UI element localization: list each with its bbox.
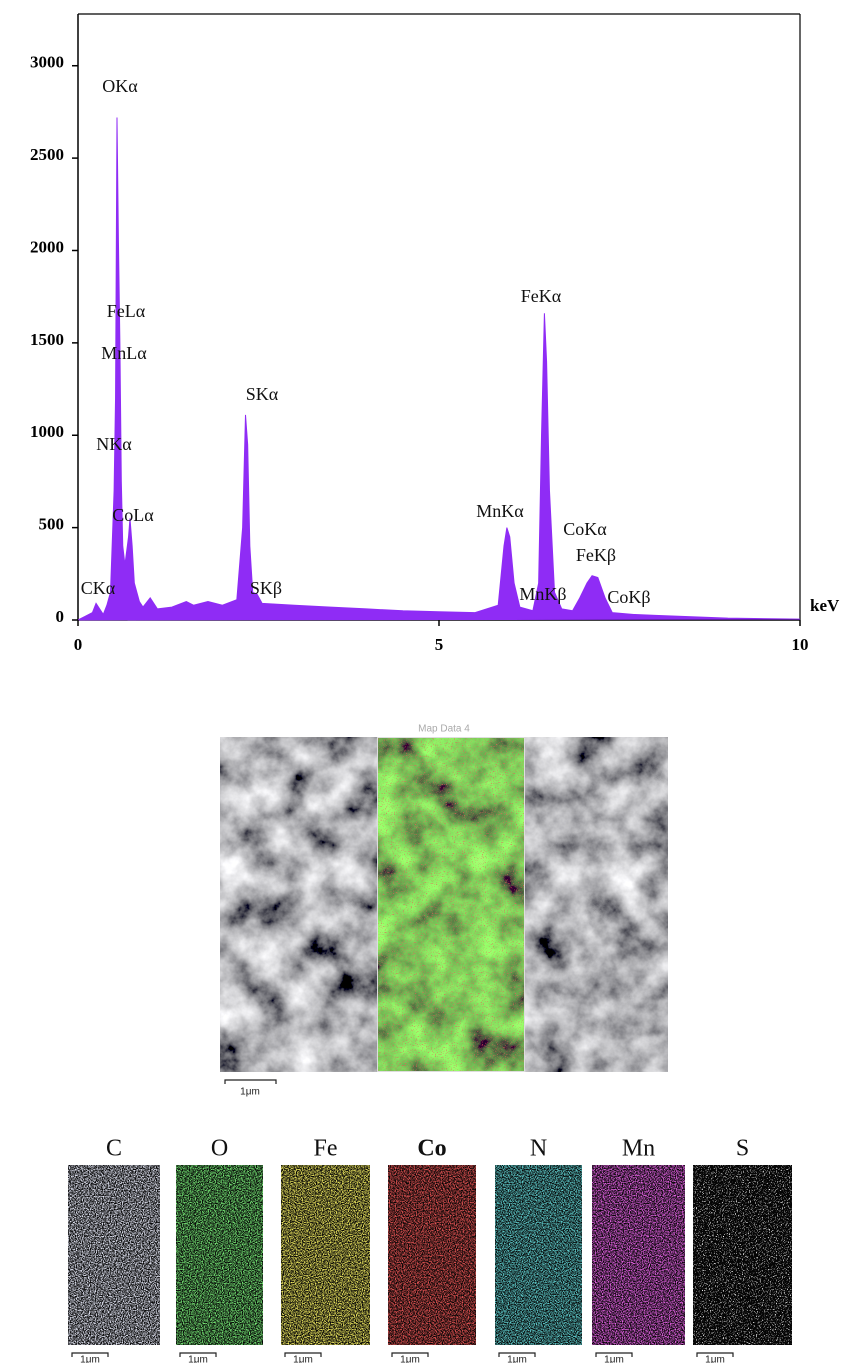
element-map-signal xyxy=(693,1165,792,1345)
element-label: Co xyxy=(417,1136,446,1162)
element-label: Fe xyxy=(314,1136,338,1162)
element-label: C xyxy=(106,1136,122,1162)
element-label: N xyxy=(530,1136,547,1162)
scale-bar xyxy=(71,1352,109,1357)
scale-label: 1μm xyxy=(80,1355,100,1363)
peak-label: FeKβ xyxy=(576,545,616,565)
map-title: Map Data 4 xyxy=(418,724,470,735)
peak-label: MnLα xyxy=(101,343,147,363)
scale-label: 1μm xyxy=(293,1355,313,1363)
element-map-signal xyxy=(592,1165,685,1345)
peak-label: FeKα xyxy=(521,286,562,306)
y-tick-label: 1500 xyxy=(30,330,64,349)
y-tick-label: 0 xyxy=(56,607,65,626)
element-label: Mn xyxy=(622,1136,655,1162)
peak-label: CoKβ xyxy=(607,587,650,607)
peak-label: OKα xyxy=(102,76,138,96)
element-map-signal xyxy=(388,1165,476,1345)
spectrum xyxy=(77,117,801,621)
x-tick-label: 0 xyxy=(74,635,83,654)
element-label: O xyxy=(211,1136,228,1162)
y-tick-label: 1000 xyxy=(30,422,64,441)
peak-label: CoKα xyxy=(563,519,607,539)
y-tick-label: 2000 xyxy=(30,237,64,256)
peak-label: CoLα xyxy=(112,505,154,525)
scale-label: 1μm xyxy=(188,1355,208,1363)
peak-label: SKβ xyxy=(250,578,282,598)
scale-bar xyxy=(224,1079,277,1084)
scale-bar xyxy=(595,1352,633,1357)
element-map-signal xyxy=(68,1165,160,1345)
element-map-signal xyxy=(176,1165,263,1345)
scale-bar xyxy=(391,1352,429,1357)
element-map-signal xyxy=(281,1165,370,1345)
scale-bar xyxy=(179,1352,217,1357)
scale-label: 1μm xyxy=(400,1355,420,1363)
scale-label: 1μm xyxy=(705,1355,725,1363)
y-tick-label: 500 xyxy=(39,515,65,534)
scale-label: 1μm xyxy=(507,1355,527,1363)
scale-bar xyxy=(498,1352,536,1357)
x-axis-label: keV xyxy=(810,596,840,615)
map-overlay-border xyxy=(377,737,525,1072)
y-tick-label: 3000 xyxy=(30,53,64,72)
peak-label: NKα xyxy=(96,434,132,454)
peak-label: MnKα xyxy=(476,501,524,521)
peak-label: MnKβ xyxy=(519,584,566,604)
x-tick-label: 5 xyxy=(435,635,444,654)
map-overlay-specks xyxy=(377,737,525,1072)
x-tick-label: 10 xyxy=(792,635,809,654)
scale-bar xyxy=(696,1352,734,1357)
element-map-signal xyxy=(495,1165,582,1345)
scale-label: 1μm xyxy=(240,1087,260,1098)
peak-label: SKα xyxy=(246,384,279,404)
y-tick-label: 2500 xyxy=(30,145,64,164)
peak-label: FeLα xyxy=(107,301,146,321)
scale-label: 1μm xyxy=(604,1355,624,1363)
scale-bar xyxy=(284,1352,322,1357)
peak-label: CKα xyxy=(81,578,116,598)
element-label: S xyxy=(736,1136,749,1162)
